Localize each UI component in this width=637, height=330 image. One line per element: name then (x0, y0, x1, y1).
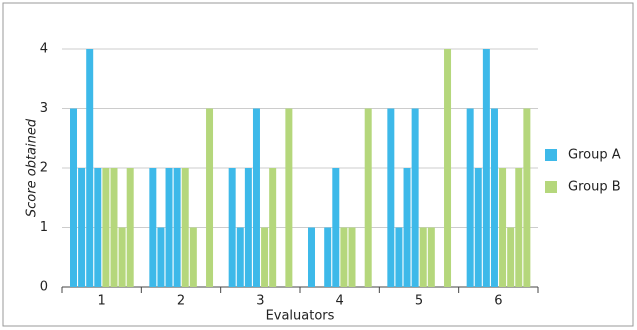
bar (244, 168, 252, 287)
bar (189, 227, 197, 287)
bar (490, 108, 498, 287)
bar (86, 49, 94, 287)
bar (474, 168, 482, 287)
bar (364, 108, 372, 287)
x-tick-label: 1 (98, 294, 106, 309)
bar (308, 227, 315, 287)
bar (181, 168, 189, 287)
x-axis-label: Evaluators (266, 309, 335, 324)
bar (149, 168, 157, 287)
bar (173, 168, 181, 287)
x-tick-label: 3 (256, 294, 264, 309)
bar (387, 108, 395, 287)
bar (348, 227, 356, 287)
bar (118, 227, 126, 287)
bar (427, 227, 435, 287)
y-tick-label: 1 (40, 220, 48, 235)
bar (482, 49, 490, 287)
y-tick-label: 2 (40, 161, 48, 176)
bar (515, 168, 523, 287)
bar (110, 168, 118, 287)
legend-label: Group B (568, 180, 621, 195)
bar (102, 168, 110, 287)
frame (2, 2, 634, 327)
bar (70, 108, 77, 287)
x-tick-label: 4 (336, 294, 344, 309)
legend-swatch (545, 181, 557, 193)
bar (340, 227, 348, 287)
bar (395, 227, 403, 287)
bar (206, 108, 214, 287)
bar (269, 168, 277, 287)
y-tick-label: 4 (40, 42, 48, 57)
legend-label: Group A (568, 148, 621, 163)
legend-swatch (545, 149, 557, 161)
bar (403, 168, 411, 287)
x-tick-label: 2 (177, 294, 185, 309)
bar (261, 227, 269, 287)
bar (78, 168, 86, 287)
bar (236, 227, 244, 287)
bar (228, 168, 236, 287)
bar (324, 227, 332, 287)
bar (444, 49, 452, 287)
bar (157, 227, 165, 287)
x-tick-label: 5 (415, 294, 423, 309)
y-tick-label: 0 (40, 280, 48, 295)
bar (499, 168, 507, 287)
bar (94, 168, 102, 287)
bar (252, 108, 260, 287)
bar (507, 227, 515, 287)
x-tick-label: 6 (494, 294, 502, 309)
bar (126, 168, 134, 287)
y-axis-label: Score obtained (25, 118, 40, 217)
bar (419, 227, 427, 287)
bar (411, 108, 419, 287)
bar (285, 108, 293, 287)
y-tick-label: 3 (40, 101, 48, 116)
bar (523, 108, 531, 287)
bar (466, 108, 474, 287)
bar (165, 168, 173, 287)
bar (332, 168, 340, 287)
